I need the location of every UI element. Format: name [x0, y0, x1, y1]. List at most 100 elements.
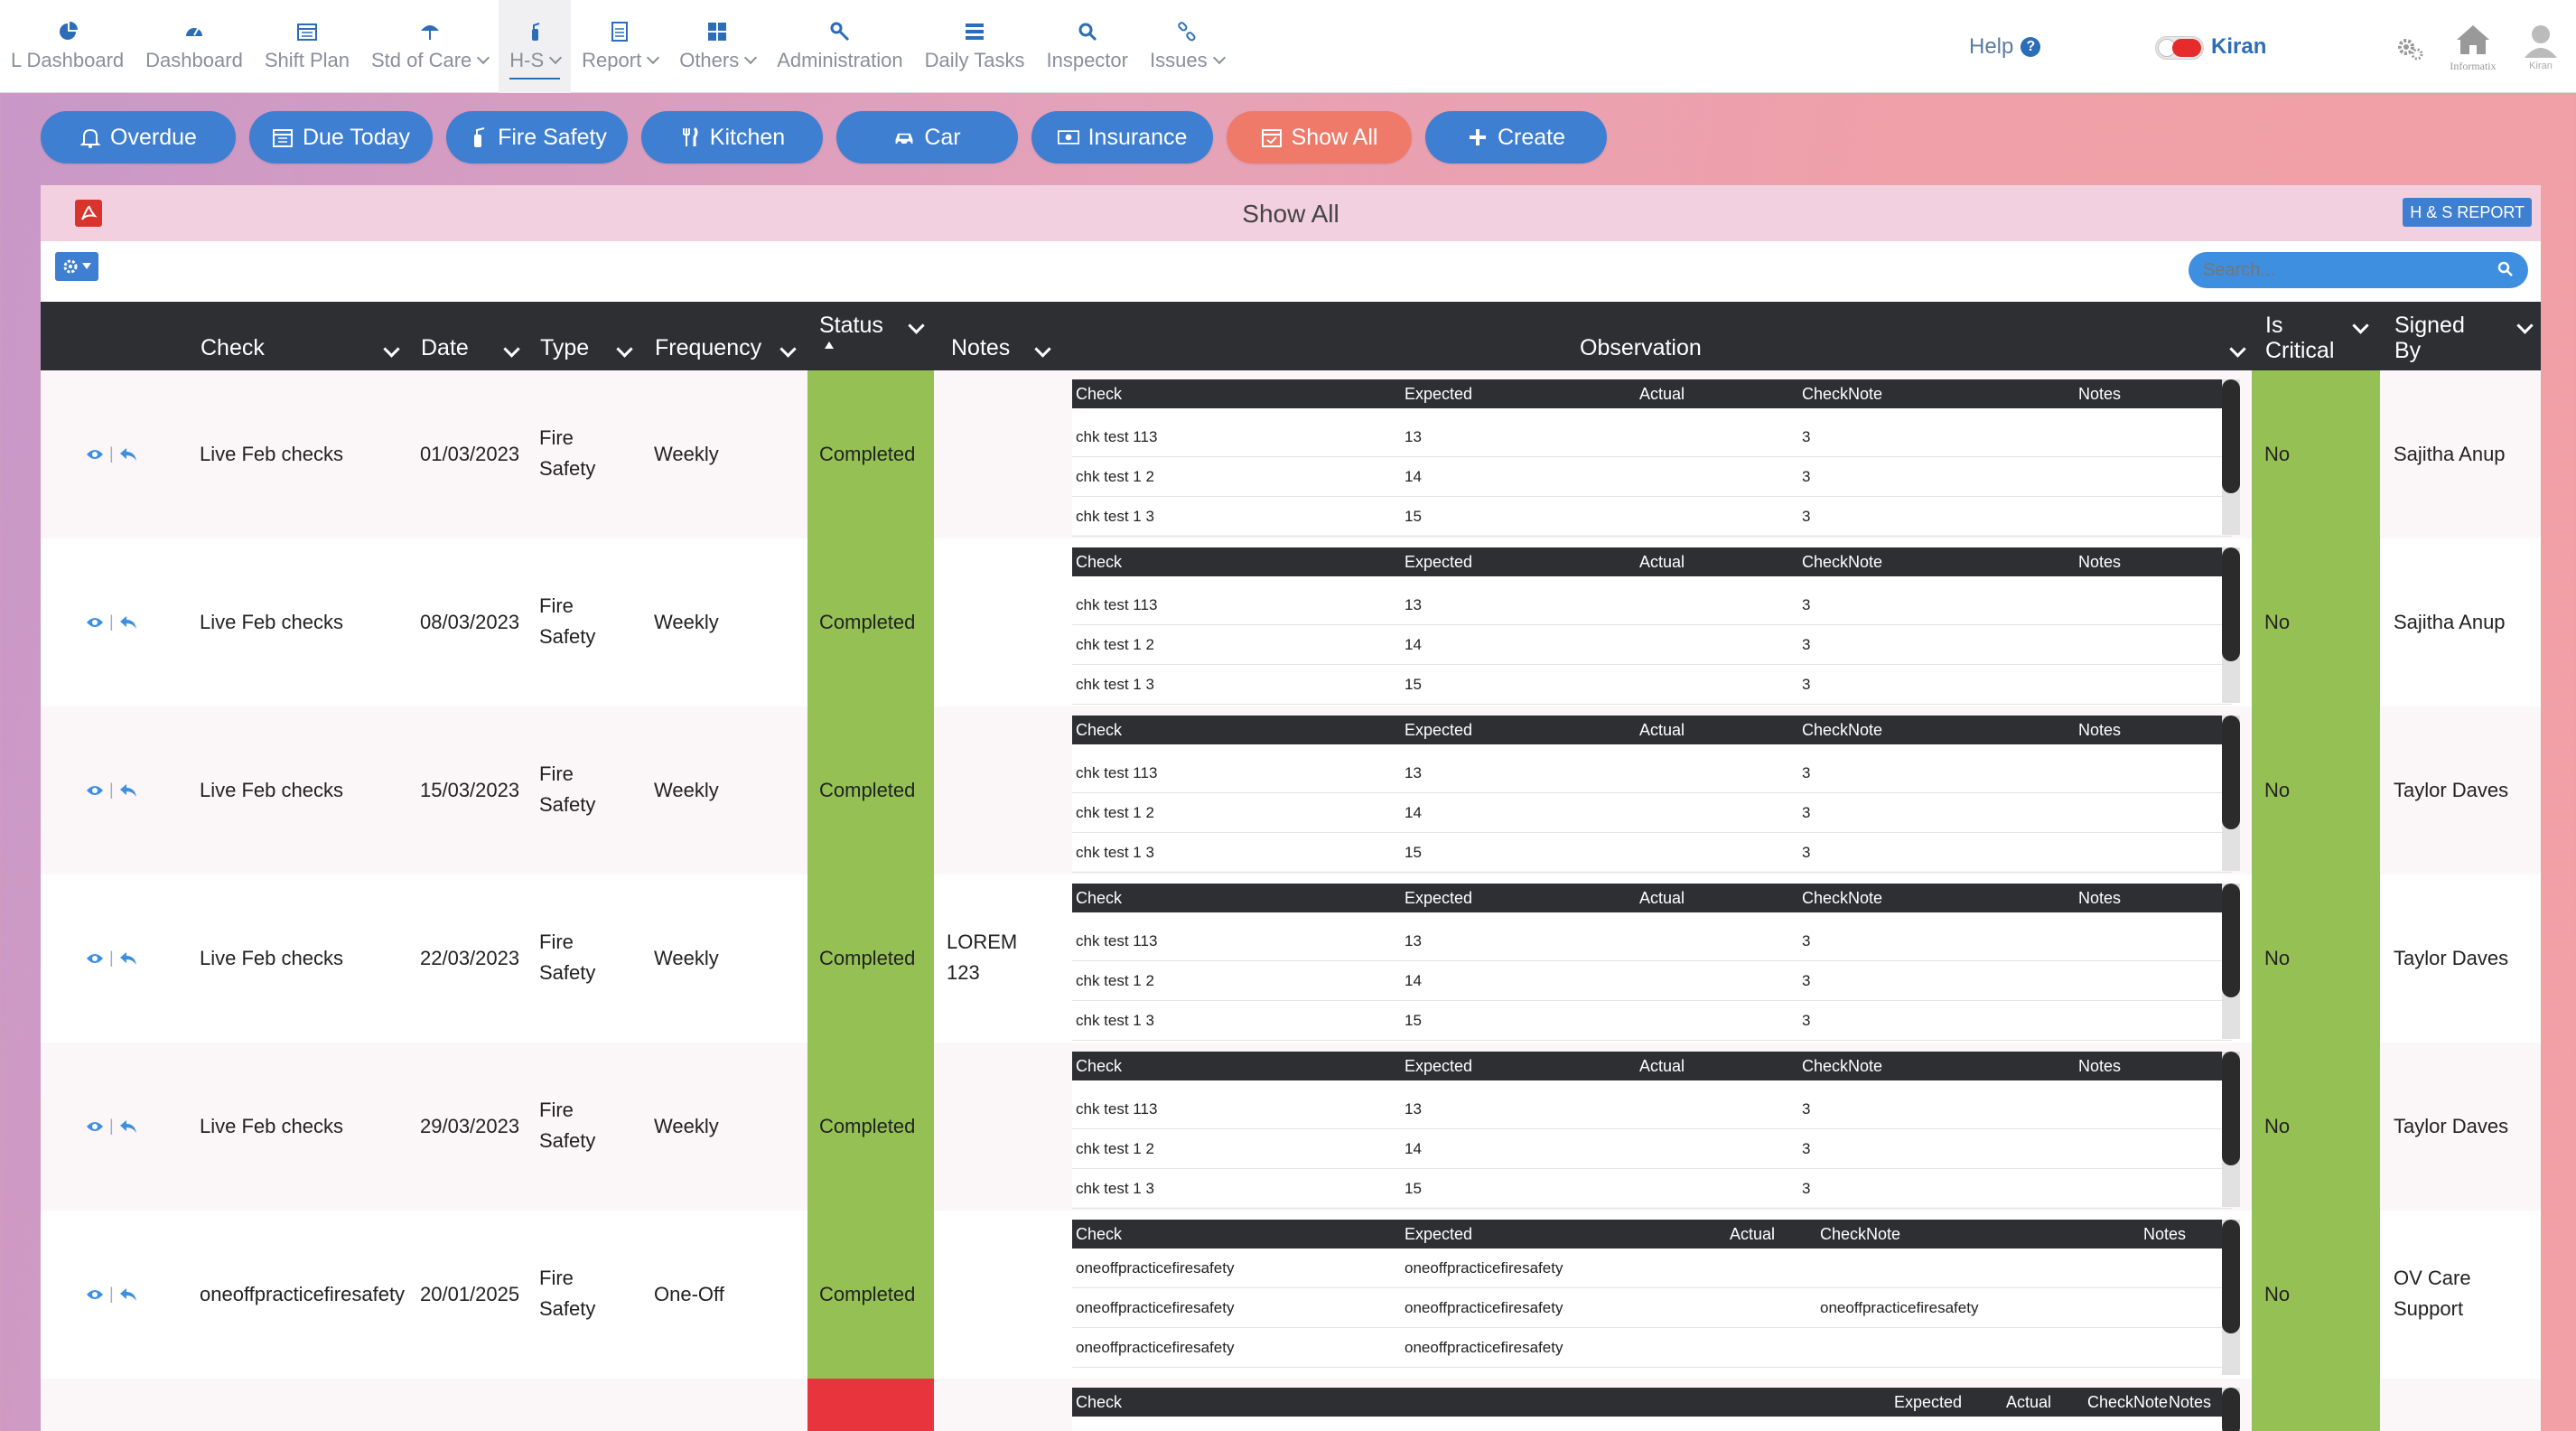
obs-cell: 3 — [1802, 932, 1811, 949]
nav-item-others[interactable]: Others — [668, 0, 766, 93]
scrollbar-thumb[interactable] — [2222, 716, 2240, 829]
filter-kitchen-button[interactable]: Kitchen — [641, 111, 823, 164]
reply-icon[interactable] — [119, 615, 137, 630]
chevron-down-icon[interactable] — [779, 341, 797, 358]
col-status[interactable]: Status — [819, 313, 883, 339]
col-observation[interactable]: Observation — [1580, 302, 1702, 370]
chevron-down-icon[interactable] — [383, 341, 400, 358]
obs-row: chk test 1 3 15 3 — [1072, 1001, 2232, 1041]
col-date[interactable]: Date — [421, 302, 469, 370]
scrollbar-thumb[interactable] — [2222, 547, 2240, 661]
obs-cell: 3 — [1802, 596, 1811, 613]
scrollbar-thumb[interactable] — [2222, 1052, 2240, 1165]
reply-icon[interactable] — [119, 1287, 137, 1302]
link-icon — [1175, 20, 1199, 43]
chevron-down-icon[interactable] — [616, 341, 633, 358]
table-settings-button[interactable] — [55, 252, 98, 281]
sort-asc-icon[interactable] — [825, 341, 834, 349]
help-link[interactable]: Help ? — [1969, 34, 2041, 60]
observation-scrollbar[interactable] — [2222, 1052, 2240, 1207]
nav-item-daily-tasks[interactable]: Daily Tasks — [914, 0, 1036, 93]
nav-item-administration[interactable]: Administration — [766, 0, 913, 93]
critical-cell: No — [2252, 874, 2380, 1043]
observation-scrollbar[interactable] — [2222, 884, 2240, 1039]
obs-col-label: Expected — [1405, 721, 1473, 739]
table-row: Check Expected Actual CheckNote Notes — [41, 1379, 2541, 1431]
obs-col-label: Notes — [2078, 889, 2122, 907]
nav-item-report[interactable]: Report — [571, 0, 668, 93]
table-row: | Live Feb checks 22/03/2023 Fire Safety … — [41, 874, 2541, 1043]
chevron-down-icon[interactable] — [503, 341, 520, 358]
reply-icon[interactable] — [119, 783, 137, 798]
view-eye-icon[interactable] — [86, 616, 104, 629]
check-type: Fire Safety — [539, 931, 596, 984]
hs-report-button[interactable]: H & S REPORT — [2403, 198, 2532, 227]
nav-item-shift-plan[interactable]: Shift Plan — [254, 0, 360, 93]
check-date: 15/03/2023 — [420, 779, 520, 801]
obs-col-label: Notes — [2169, 1393, 2212, 1411]
chevron-down-icon[interactable] — [908, 317, 925, 334]
reply-icon[interactable] — [119, 447, 137, 462]
view-eye-icon[interactable] — [86, 1120, 104, 1133]
filter-show-all-button[interactable]: Show All — [1227, 111, 1412, 164]
user-name[interactable]: Kiran — [2211, 34, 2267, 59]
nav-item-std-of-care[interactable]: Std of Care — [360, 0, 499, 93]
view-eye-icon[interactable] — [86, 1288, 104, 1301]
col-notes[interactable]: Notes — [951, 302, 1010, 370]
plus-icon — [1467, 126, 1489, 148]
filter-car-button[interactable]: Car — [836, 111, 1018, 164]
nav-item-h-s[interactable]: H-S — [499, 0, 572, 93]
status-cell: Completed — [807, 1043, 934, 1211]
nav-item-label: Daily Tasks — [924, 49, 1025, 71]
nav-item-label: Issues — [1150, 49, 1226, 72]
pdf-export-icon[interactable] — [75, 200, 102, 227]
reply-icon[interactable] — [119, 1119, 137, 1134]
signed-by: Sajitha Anup — [2394, 443, 2506, 465]
obs-cell: oneoffpracticefiresafety — [1405, 1259, 1563, 1277]
reply-icon[interactable] — [119, 951, 137, 966]
check-type: Fire Safety — [539, 1267, 596, 1320]
user-avatar[interactable]: Kiran — [2520, 22, 2562, 71]
home-button[interactable]: Informatix — [2446, 22, 2500, 73]
chevron-down-icon[interactable] — [2229, 341, 2246, 358]
chevron-down-icon[interactable] — [2516, 317, 2534, 334]
view-eye-icon[interactable] — [86, 784, 104, 797]
col-is-critical[interactable]: Is Critical — [2265, 313, 2334, 363]
obs-cell: oneoffpracticefiresafety — [1076, 1299, 1235, 1316]
nav-item-inspector[interactable]: Inspector — [1035, 0, 1139, 93]
scrollbar-thumb[interactable] — [2222, 379, 2240, 493]
nav-item-dashboard[interactable]: Dashboard — [135, 0, 254, 93]
obs-cell: 3 — [1802, 844, 1811, 861]
col-type[interactable]: Type — [540, 302, 589, 370]
chevron-down-icon[interactable] — [2352, 317, 2369, 334]
search-input[interactable] — [2189, 252, 2528, 288]
nav-item-issues[interactable]: Issues — [1139, 0, 1235, 93]
filter-overdue-button[interactable]: Overdue — [41, 111, 236, 164]
scrollbar-thumb[interactable] — [2222, 884, 2240, 997]
chevron-down-icon[interactable] — [1034, 341, 1051, 358]
check-type: Fire Safety — [539, 1099, 596, 1152]
scrollbar-thumb[interactable] — [2222, 1220, 2240, 1333]
filter-due-today-button[interactable]: Due Today — [249, 111, 433, 164]
scrollbar-thumb[interactable] — [2222, 1388, 2240, 1431]
col-notes-label: Notes — [951, 335, 1011, 360]
col-check[interactable]: Check — [201, 302, 265, 370]
col-frequency[interactable]: Frequency — [655, 302, 761, 370]
obs-col-label: Check — [1076, 1057, 1123, 1075]
filter-insurance-button[interactable]: Insurance — [1031, 111, 1213, 164]
nav-item-l-dashboard[interactable]: L Dashboard — [0, 0, 135, 93]
view-eye-icon[interactable] — [86, 448, 104, 461]
signed-by: Taylor Daves — [2394, 1115, 2509, 1137]
observation-scrollbar[interactable] — [2222, 1388, 2240, 1431]
observation-scrollbar[interactable] — [2222, 1220, 2240, 1375]
action-separator: | — [109, 1285, 114, 1303]
filter-create-button[interactable]: Create — [1425, 111, 1607, 164]
user-toggle[interactable] — [2155, 36, 2204, 60]
view-eye-icon[interactable] — [86, 952, 104, 965]
settings-gear-icon[interactable] — [2395, 34, 2424, 63]
observation-scrollbar[interactable] — [2222, 547, 2240, 703]
observation-scrollbar[interactable] — [2222, 379, 2240, 535]
col-signed-by[interactable]: Signed By — [2394, 313, 2465, 363]
observation-scrollbar[interactable] — [2222, 716, 2240, 871]
filter-fire-safety-button[interactable]: Fire Safety — [446, 111, 628, 164]
